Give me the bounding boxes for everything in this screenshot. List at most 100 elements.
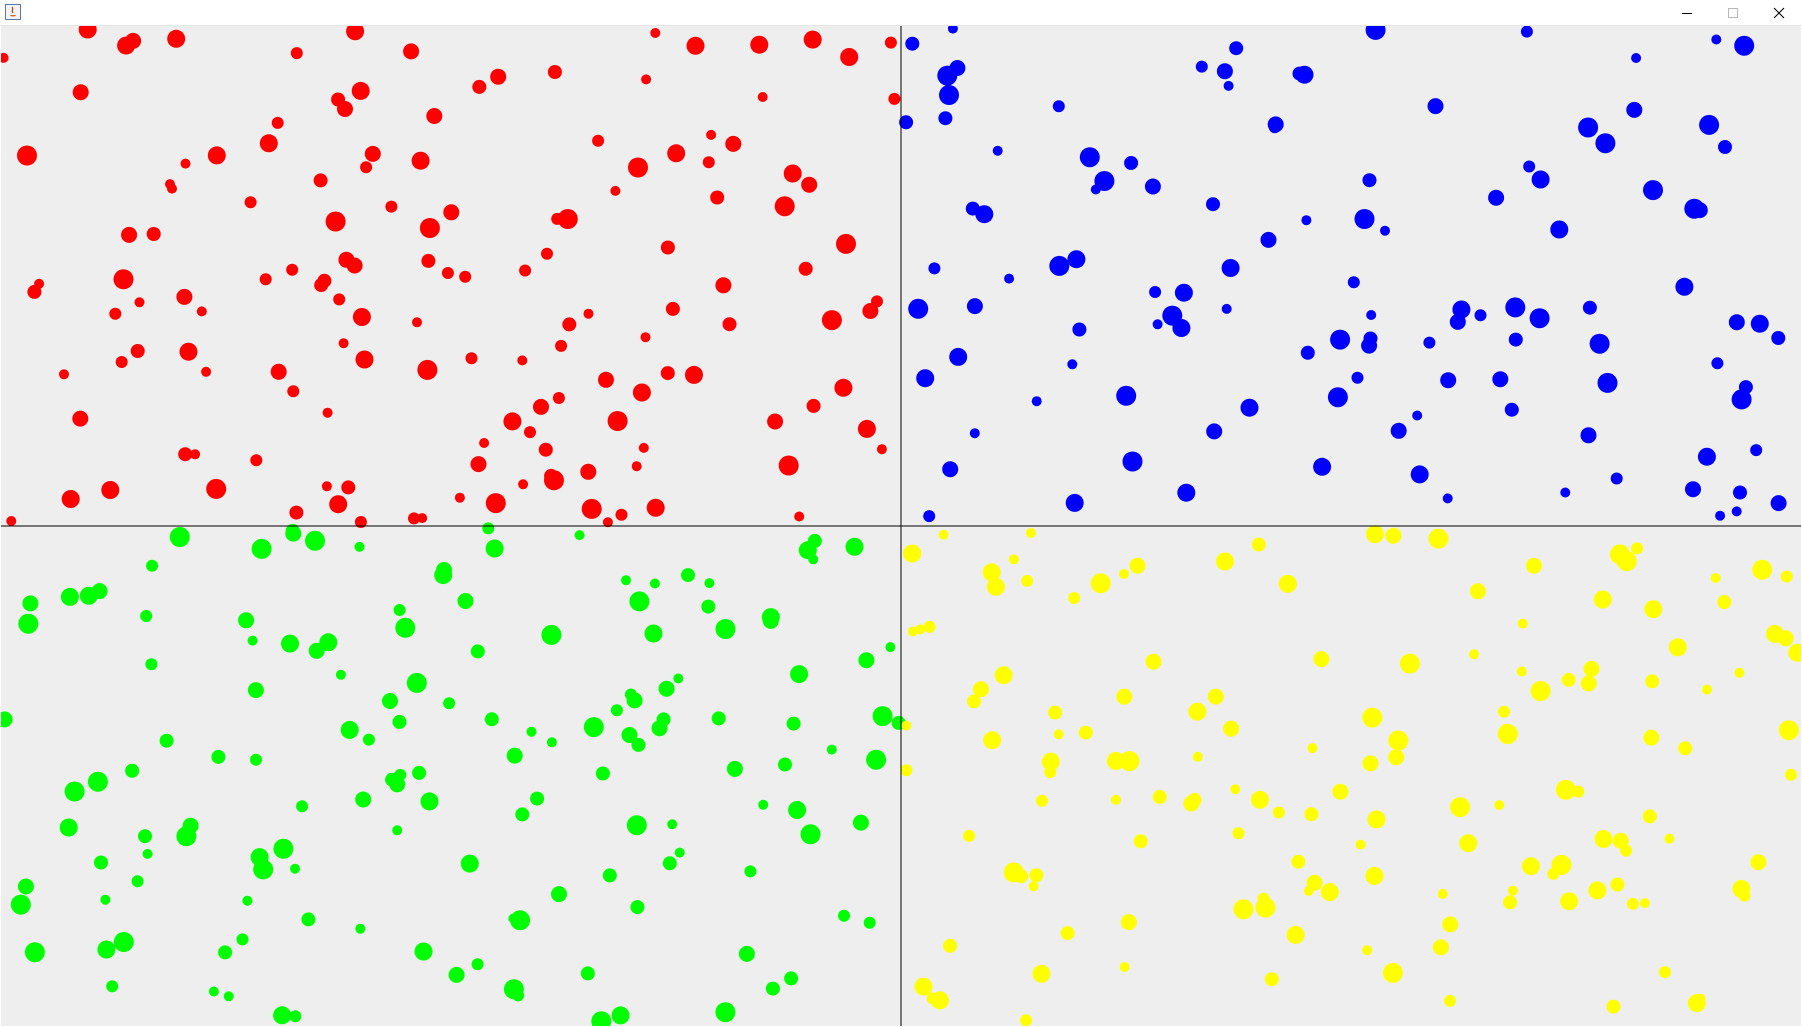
red-ball [244, 196, 257, 209]
red-ball [61, 490, 80, 508]
red-ball [250, 454, 263, 467]
yellow-ball [1432, 939, 1449, 956]
red-ball [640, 332, 651, 343]
green-ball [611, 1006, 630, 1025]
yellow-ball [1233, 899, 1254, 920]
blue-ball [1313, 457, 1332, 476]
green-ball [649, 578, 660, 589]
blue-panel [899, 26, 1787, 523]
green-ball [362, 733, 375, 746]
red-ball [628, 157, 648, 178]
blue-ball [1560, 487, 1571, 498]
yellow-ball [1442, 916, 1459, 933]
maximize-button[interactable] [1710, 0, 1756, 26]
green-ball [305, 530, 325, 551]
blue-ball [1626, 101, 1643, 118]
green-ball [508, 913, 519, 924]
blue-ball [1380, 225, 1390, 236]
red-ball [130, 344, 145, 358]
green-ball [414, 942, 433, 961]
yellow-ball [1734, 667, 1745, 678]
green-ball [223, 991, 234, 1002]
green-ball [674, 847, 685, 858]
yellow-ball [1646, 677, 1657, 688]
yellow-ball [1230, 784, 1241, 795]
yellow-ball [1626, 897, 1639, 910]
blue-ball [1149, 286, 1162, 298]
close-button[interactable] [1756, 0, 1802, 26]
yellow-ball [1286, 925, 1305, 944]
red-ball [180, 158, 191, 169]
yellow-ball [973, 681, 989, 698]
red-ball [632, 383, 651, 402]
yellow-ball [1365, 866, 1384, 885]
red-ball [352, 308, 371, 326]
red-ball [518, 479, 529, 490]
green-ball [218, 945, 233, 960]
blue-ball [969, 428, 980, 439]
yellow-ball [967, 694, 982, 709]
yellow-ball [915, 624, 926, 635]
red-ball [610, 185, 621, 196]
blue-ball [1124, 156, 1139, 170]
green-ball [784, 971, 799, 986]
red-ball [178, 447, 193, 462]
blue-ball [923, 510, 936, 523]
java-app-icon[interactable] [5, 4, 21, 20]
green-ball [125, 763, 140, 778]
blue-ball [1004, 273, 1015, 284]
minimize-button[interactable] [1664, 0, 1710, 26]
blue-ball [899, 115, 914, 130]
yellow-ball [1232, 827, 1245, 840]
drawing-canvas[interactable] [1, 26, 1801, 1026]
title-bar[interactable] [0, 0, 1802, 26]
green-ball [662, 856, 677, 871]
red-ball [59, 369, 69, 380]
yellow-ball [1450, 797, 1471, 818]
blue-ball [1221, 259, 1240, 277]
green-ball [412, 765, 427, 780]
yellow-ball [1207, 688, 1224, 705]
red-ball [876, 444, 887, 455]
green-ball [182, 817, 199, 834]
red-ball [72, 84, 89, 101]
red-ball [710, 190, 725, 205]
red-ball [417, 359, 438, 380]
yellow-ball [1192, 751, 1203, 762]
blue-ball [938, 111, 953, 126]
yellow-ball [1188, 702, 1207, 721]
green-ball [866, 749, 887, 770]
green-ball [762, 612, 779, 629]
yellow-ball [1583, 660, 1600, 677]
green-ball [242, 895, 253, 906]
green-ball [355, 923, 366, 934]
red-ball [403, 43, 420, 60]
green-ball [211, 749, 226, 764]
red-ball [641, 74, 652, 85]
green-ball [858, 652, 875, 669]
yellow-ball [1060, 926, 1075, 941]
green-ball [138, 829, 152, 844]
red-ball [479, 438, 490, 448]
red-ball [750, 35, 769, 54]
yellow-ball [1313, 651, 1330, 668]
green-ball [79, 586, 98, 605]
blue-ball [1523, 160, 1536, 173]
blue-ball [1474, 309, 1487, 322]
green-ball [457, 593, 474, 609]
yellow-ball [1594, 830, 1613, 848]
blue-ball [1711, 34, 1722, 45]
yellow-ball [1644, 600, 1663, 619]
yellow-ball [1362, 755, 1379, 772]
yellow-ball [1555, 779, 1576, 800]
yellow-ball [1521, 857, 1540, 876]
red-ball [778, 455, 799, 476]
yellow-ball [1612, 832, 1629, 849]
green-ball [546, 737, 557, 748]
blue-ball [1750, 444, 1763, 457]
yellow-ball [1385, 527, 1402, 544]
blue-ball [1195, 60, 1208, 73]
red-ball [857, 419, 876, 438]
green-ball [443, 697, 456, 710]
green-ball [470, 644, 485, 659]
